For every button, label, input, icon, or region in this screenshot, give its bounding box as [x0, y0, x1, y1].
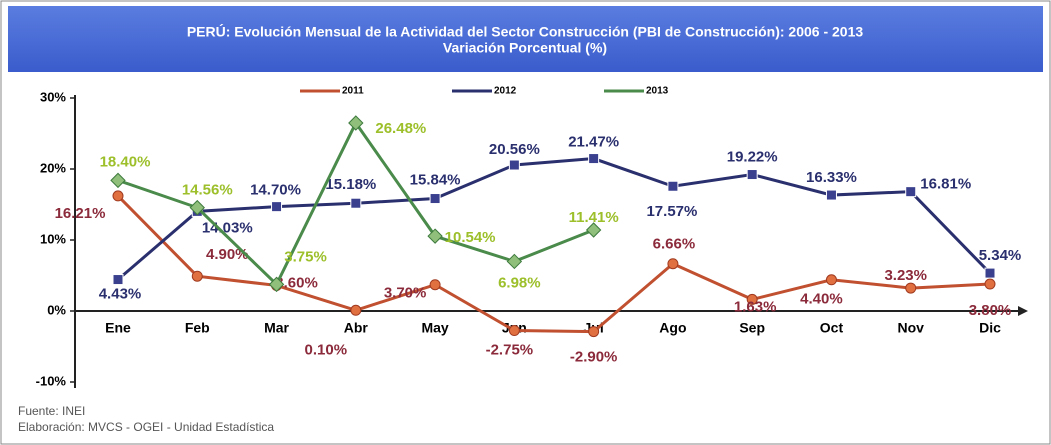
data-label: 6.66% [653, 236, 696, 253]
y-tick-label: 30% [40, 89, 66, 104]
data-label: 16.21% [55, 205, 106, 222]
point [905, 186, 917, 198]
data-label: 15.84% [410, 172, 461, 189]
banner [8, 6, 1043, 72]
data-label: 16.81% [920, 176, 971, 193]
x-tick-label: Mar [264, 320, 289, 336]
point [588, 153, 600, 165]
point [825, 189, 837, 201]
data-label: 3.70% [384, 285, 427, 302]
point [746, 293, 758, 305]
chart-subtitle: Variación Porcentual (%) [443, 40, 607, 56]
data-label: 16.33% [806, 169, 857, 186]
legend-label: 2011 [342, 86, 364, 97]
point [508, 325, 520, 337]
x-tick-label: Sep [739, 320, 765, 336]
data-label: 5.34% [979, 247, 1022, 264]
point [667, 258, 679, 270]
x-tick-label: Oct [820, 320, 844, 336]
data-label: -2.90% [570, 349, 618, 366]
point [350, 197, 362, 209]
data-label: 3.80% [969, 302, 1012, 319]
point [429, 279, 441, 291]
data-label: -2.75% [486, 341, 534, 358]
data-label: 3.23% [884, 267, 927, 284]
point [984, 267, 996, 279]
point [112, 274, 124, 286]
data-label: 4.40% [800, 291, 843, 308]
point [984, 278, 996, 290]
y-tick-label: -10% [36, 373, 67, 388]
credit: Elaboración: MVCS - OGEI - Unidad Estadí… [18, 420, 274, 434]
point [905, 282, 917, 294]
data-label: 11.41% [569, 209, 619, 226]
data-label: 19.22% [727, 149, 778, 166]
series-line [116, 194, 991, 334]
legend-label: 2013 [646, 86, 669, 97]
data-label: 4.90% [206, 246, 249, 263]
x-tick-label: Ago [659, 320, 686, 336]
data-label: 26.48% [375, 120, 426, 137]
x-tick-label: Feb [185, 320, 210, 336]
point [667, 180, 679, 192]
data-label: 3.60% [275, 274, 318, 291]
point [271, 201, 283, 213]
point [348, 115, 364, 131]
data-label: 21.47% [568, 134, 619, 151]
data-label: 17.57% [646, 203, 697, 220]
data-label: 0.10% [305, 341, 348, 358]
x-tick-label: Ene [105, 320, 131, 336]
data-label: 3.75% [284, 248, 327, 265]
data-label: 14.56% [182, 182, 233, 199]
x-tick-label: May [421, 320, 448, 336]
y-tick-label: 0% [47, 302, 66, 317]
data-label: 20.56% [489, 141, 540, 158]
data-label: 10.54% [445, 229, 496, 246]
point [429, 193, 441, 205]
point [508, 159, 520, 171]
y-tick-label: 10% [40, 231, 66, 246]
source: Fuente: INEI [18, 404, 85, 418]
data-label: 14.03% [202, 219, 253, 236]
point [110, 172, 126, 189]
series-line [117, 157, 992, 281]
data-label: 1.63% [734, 298, 777, 315]
point [268, 276, 285, 293]
data-label: 18.40% [100, 153, 151, 170]
x-tick-label: Dic [979, 320, 1001, 336]
point [191, 270, 203, 282]
data-label: 4.43% [99, 286, 142, 303]
point [189, 199, 205, 216]
data-label: 15.18% [325, 176, 376, 193]
point [112, 190, 124, 202]
y-tick-label: 20% [40, 160, 66, 175]
point [585, 222, 602, 238]
chart-title: PERÚ: Evolución Mensual de la Actividad … [187, 23, 864, 40]
point [746, 169, 758, 181]
point [427, 228, 443, 244]
x-tick-label: Abr [344, 320, 369, 336]
data-label: 14.70% [250, 182, 301, 199]
point [350, 304, 362, 316]
point [506, 253, 523, 270]
data-label: 6.98% [498, 274, 541, 291]
x-tick-label: Nov [898, 320, 925, 336]
point [588, 326, 600, 338]
legend-label: 2012 [494, 86, 517, 97]
zero-arrow [1018, 306, 1028, 316]
point [825, 274, 837, 286]
